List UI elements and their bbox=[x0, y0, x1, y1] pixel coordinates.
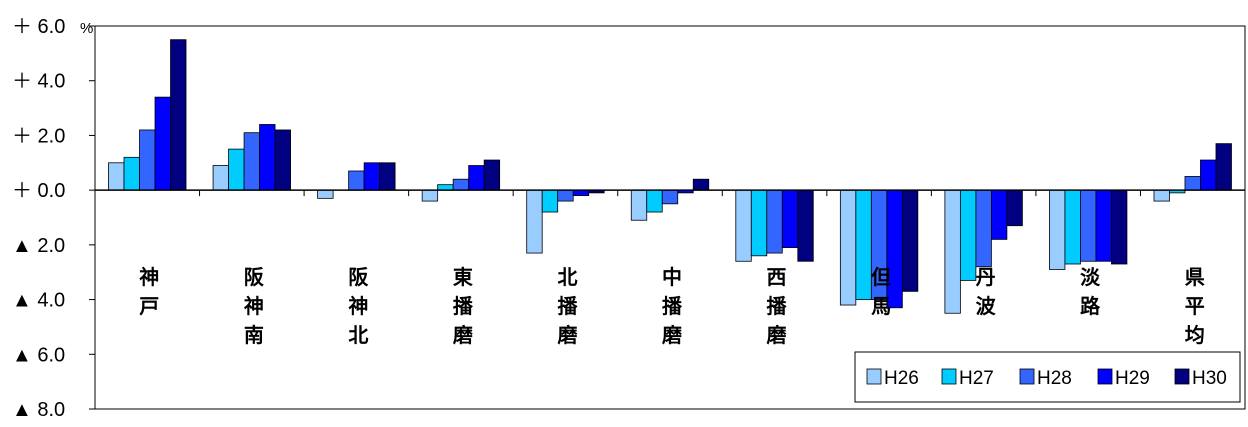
bar-h27 bbox=[437, 184, 454, 191]
bar-h28 bbox=[348, 170, 365, 191]
y-tick-label: ▲ 2.0 bbox=[12, 235, 65, 257]
legend-label-h29: H29 bbox=[1115, 368, 1150, 389]
bar-h29 bbox=[886, 189, 903, 309]
y-tick-label: ＋ 0.0 bbox=[12, 180, 65, 202]
bar-h27 bbox=[1064, 189, 1081, 265]
bar-h26 bbox=[630, 189, 648, 221]
bar-h27 bbox=[855, 189, 872, 300]
bar-h26 bbox=[839, 189, 857, 306]
bar-h30 bbox=[483, 159, 501, 191]
category-label: 但馬 bbox=[871, 265, 891, 318]
bar-h26 bbox=[1049, 189, 1066, 270]
y-axis-unit: % bbox=[80, 20, 93, 37]
legend-swatch-h29 bbox=[1097, 368, 1113, 385]
legend-label-h28: H28 bbox=[1037, 368, 1072, 389]
y-tick-label: ▲ 8.0 bbox=[12, 399, 65, 421]
bar-h29 bbox=[259, 124, 276, 191]
bar-h27 bbox=[541, 189, 559, 213]
bar-h30 bbox=[274, 129, 291, 191]
bar-h28 bbox=[766, 189, 783, 254]
category-labels: 神戸 阪神南 阪神北 東播磨 北播磨 中播磨 西播磨 但馬 丹波 淡路 県平均 bbox=[139, 265, 1204, 347]
bar-h29 bbox=[363, 162, 381, 191]
bar-h26 bbox=[317, 189, 334, 199]
bar-h28 bbox=[139, 129, 156, 191]
bar-h28 bbox=[557, 189, 574, 202]
bars bbox=[108, 39, 1232, 314]
legend-swatch-h28 bbox=[1019, 368, 1035, 385]
x-axis-ticks bbox=[199, 190, 1141, 197]
bar-h30 bbox=[797, 189, 814, 262]
y-tick-label: ＋ 2.0 bbox=[12, 125, 65, 147]
bar-h30 bbox=[1215, 143, 1232, 191]
category-label: 県平均 bbox=[1185, 265, 1205, 347]
bar-h28 bbox=[661, 189, 679, 205]
bar-h28 bbox=[452, 178, 470, 191]
bar-h30 bbox=[1006, 189, 1023, 227]
category-label: 中播磨 bbox=[662, 265, 683, 347]
category-label: 阪神南 bbox=[244, 265, 265, 347]
bar-h28 bbox=[975, 189, 992, 268]
bar-h29 bbox=[572, 189, 590, 197]
category-label: 東播磨 bbox=[453, 265, 474, 347]
bar-h27 bbox=[959, 189, 977, 281]
bar-h29 bbox=[781, 189, 799, 248]
bar-h30 bbox=[1111, 189, 1128, 265]
bar-h28 bbox=[1080, 189, 1097, 262]
bar-h26 bbox=[421, 189, 439, 202]
bar-h27 bbox=[228, 148, 245, 191]
bar-h29 bbox=[990, 189, 1008, 240]
legend: H26 H27 H28 H29 H30 bbox=[854, 351, 1241, 403]
bar-h26 bbox=[944, 189, 961, 314]
legend-swatch-h30 bbox=[1174, 368, 1190, 385]
y-tick-label: ▲ 4.0 bbox=[12, 290, 65, 312]
legend-label-h27: H27 bbox=[959, 368, 994, 389]
legend-label-h30: H30 bbox=[1192, 368, 1227, 389]
y-axis-labels: ＋ 6.0 ＋ 4.0 ＋ 2.0 ＋ 0.0 ▲ 2.0 ▲ 4.0 ▲ 6.0 ▲ 8.0 bbox=[12, 16, 65, 421]
bar-h26 bbox=[526, 189, 543, 254]
category-label: 丹波 bbox=[976, 265, 997, 318]
plot-frame bbox=[94, 25, 1246, 410]
bar-h27 bbox=[646, 189, 663, 213]
y-axis-ticks bbox=[89, 25, 95, 410]
y-tick-label: ▲ 6.0 bbox=[12, 344, 65, 366]
category-label: 阪神北 bbox=[348, 265, 369, 347]
y-tick-label: ＋ 4.0 bbox=[12, 71, 65, 93]
bar-h26 bbox=[1153, 189, 1170, 202]
bar-h29 bbox=[154, 96, 171, 191]
category-label: 神戸 bbox=[139, 265, 159, 318]
bar-h27 bbox=[750, 189, 768, 257]
bar-h29 bbox=[1095, 189, 1112, 262]
bar-h26 bbox=[108, 162, 125, 191]
bar-h29 bbox=[1200, 159, 1217, 191]
legend-swatch-h27 bbox=[941, 368, 957, 385]
bar-h27 bbox=[123, 156, 140, 191]
bar-h30 bbox=[170, 39, 187, 191]
legend-label-h26: H26 bbox=[884, 368, 919, 389]
bar-h28 bbox=[1184, 176, 1201, 191]
bar-h30 bbox=[692, 178, 710, 191]
category-label: 淡路 bbox=[1080, 265, 1101, 318]
legend-swatch-h26 bbox=[866, 368, 882, 385]
category-label: 西播磨 bbox=[767, 265, 788, 347]
bar-h26 bbox=[735, 189, 752, 262]
bar-h30 bbox=[901, 189, 919, 292]
bar-h30 bbox=[379, 162, 396, 191]
bar-h29 bbox=[468, 165, 485, 191]
bar-h28 bbox=[243, 132, 260, 191]
category-label: 北播磨 bbox=[557, 265, 578, 347]
bar-h26 bbox=[212, 165, 229, 191]
y-tick-label: ＋ 6.0 bbox=[12, 16, 65, 38]
